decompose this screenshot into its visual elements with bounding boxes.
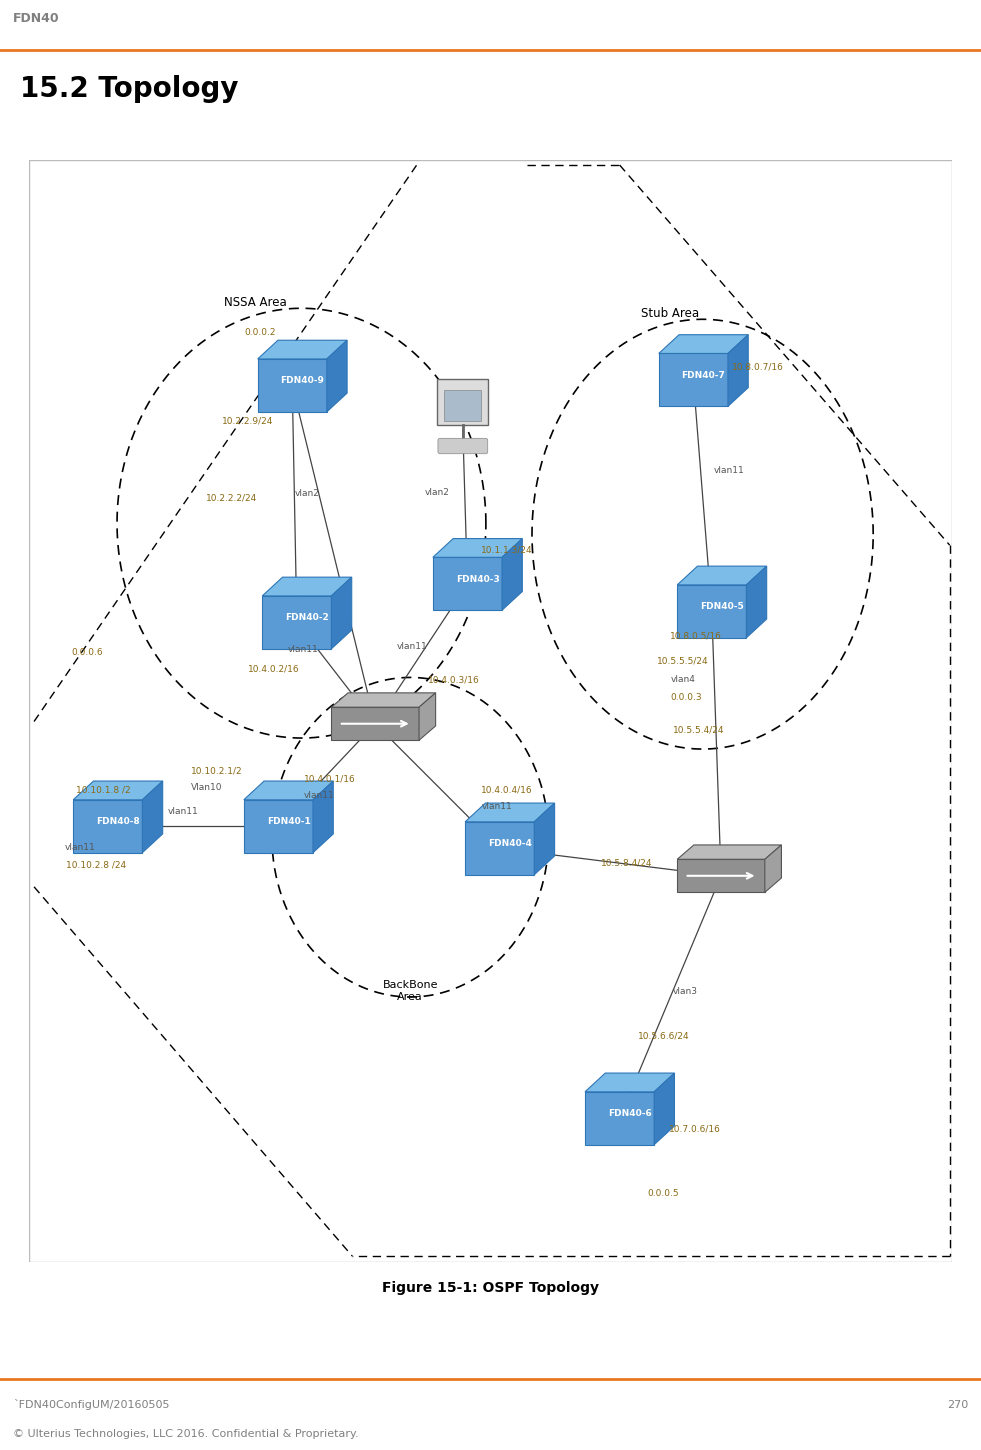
Text: vlan2: vlan2	[295, 489, 320, 497]
Polygon shape	[659, 354, 728, 406]
Polygon shape	[262, 577, 352, 596]
Polygon shape	[258, 360, 327, 412]
Text: 10.4.0.4/16: 10.4.0.4/16	[482, 786, 533, 795]
Polygon shape	[659, 335, 749, 354]
Text: 10.8.0.5/16: 10.8.0.5/16	[670, 631, 722, 639]
Text: vlan11: vlan11	[65, 842, 95, 851]
Polygon shape	[677, 566, 767, 584]
Text: 10.4.0.1/16: 10.4.0.1/16	[304, 774, 356, 783]
Text: 0.0.0.3: 0.0.0.3	[670, 693, 702, 702]
Text: vlan11: vlan11	[168, 808, 199, 816]
Polygon shape	[332, 693, 436, 708]
Polygon shape	[585, 1092, 654, 1144]
Text: 10.5.6.6/24: 10.5.6.6/24	[638, 1031, 690, 1040]
Text: © Ulterius Technologies, LLC 2016. Confidential & Proprietary.: © Ulterius Technologies, LLC 2016. Confi…	[13, 1430, 358, 1440]
Polygon shape	[677, 584, 747, 638]
Polygon shape	[142, 782, 163, 853]
Text: 10.4.0.3/16: 10.4.0.3/16	[428, 676, 480, 684]
Text: 270: 270	[947, 1399, 968, 1409]
Text: 0.0.0.5: 0.0.0.5	[647, 1189, 679, 1198]
Bar	[438, 378, 489, 425]
Polygon shape	[765, 845, 782, 892]
Text: 10.10.2.1/2: 10.10.2.1/2	[190, 767, 242, 776]
Text: vlan4: vlan4	[670, 676, 696, 684]
Polygon shape	[677, 845, 782, 860]
Polygon shape	[677, 860, 765, 892]
Polygon shape	[74, 800, 142, 853]
Text: FDN40-1: FDN40-1	[267, 816, 310, 826]
Text: 10.5.5.4/24: 10.5.5.4/24	[673, 726, 725, 735]
Polygon shape	[258, 341, 347, 360]
Text: 10.4.0.2/16: 10.4.0.2/16	[248, 664, 299, 673]
Text: 10.1.1.3/24: 10.1.1.3/24	[482, 545, 533, 554]
Text: vlan2: vlan2	[425, 487, 450, 497]
Text: FDN40-7: FDN40-7	[682, 371, 726, 380]
Text: NSSA Area: NSSA Area	[224, 296, 286, 309]
Text: FDN40-6: FDN40-6	[608, 1109, 651, 1118]
Polygon shape	[419, 693, 436, 741]
Text: Stub Area: Stub Area	[642, 307, 699, 320]
Text: 15.2 Topology: 15.2 Topology	[20, 75, 238, 103]
Polygon shape	[502, 538, 522, 610]
Text: 10.2.2.2/24: 10.2.2.2/24	[206, 493, 257, 502]
Polygon shape	[728, 335, 749, 406]
Text: vlan11: vlan11	[713, 465, 745, 474]
Text: FDN40-5: FDN40-5	[700, 602, 744, 610]
Text: 10.5.5.5/24: 10.5.5.5/24	[656, 657, 708, 666]
Polygon shape	[535, 803, 554, 874]
Text: 10.10.2.8 /24: 10.10.2.8 /24	[67, 860, 127, 870]
Polygon shape	[465, 822, 535, 874]
Bar	[444, 390, 482, 420]
Text: FDN40-3: FDN40-3	[456, 574, 499, 583]
Polygon shape	[244, 800, 313, 853]
Text: Figure 15-1: OSPF Topology: Figure 15-1: OSPF Topology	[382, 1282, 599, 1295]
Polygon shape	[654, 1073, 675, 1144]
Text: BackBone
Area: BackBone Area	[383, 980, 439, 1002]
Text: FDN40-4: FDN40-4	[488, 840, 532, 848]
Text: 10.7.0.6/16: 10.7.0.6/16	[668, 1125, 720, 1134]
Text: 10.8.0.7/16: 10.8.0.7/16	[732, 362, 784, 371]
Polygon shape	[433, 557, 502, 610]
Text: FDN40-2: FDN40-2	[285, 613, 329, 622]
Polygon shape	[747, 566, 767, 638]
Polygon shape	[262, 596, 332, 648]
Text: 0.0.0.6: 0.0.0.6	[71, 648, 103, 657]
Polygon shape	[433, 538, 522, 557]
Text: 0.0.0.2: 0.0.0.2	[244, 328, 276, 336]
Text: vlan11: vlan11	[482, 802, 512, 811]
Text: vlan11: vlan11	[287, 645, 318, 654]
Text: Vlan10: Vlan10	[190, 783, 223, 792]
Text: 10.10.1.8 /2: 10.10.1.8 /2	[76, 786, 130, 795]
Text: vlan3: vlan3	[673, 987, 698, 996]
Text: vlan11: vlan11	[304, 790, 335, 800]
Text: 10.5.8.4/24: 10.5.8.4/24	[601, 858, 652, 867]
Polygon shape	[244, 782, 334, 800]
Polygon shape	[313, 782, 334, 853]
Polygon shape	[74, 782, 163, 800]
Polygon shape	[585, 1073, 675, 1092]
Text: FDN40: FDN40	[13, 12, 60, 25]
Polygon shape	[332, 577, 352, 648]
Polygon shape	[465, 803, 554, 822]
FancyBboxPatch shape	[438, 438, 488, 454]
Text: 10.2.2.9/24: 10.2.2.9/24	[223, 416, 274, 425]
Text: FDN40-8: FDN40-8	[96, 816, 140, 826]
Text: FDN40-9: FDN40-9	[281, 376, 325, 386]
Text: `FDN40ConfigUM/20160505: `FDN40ConfigUM/20160505	[13, 1399, 170, 1411]
Polygon shape	[332, 708, 419, 741]
Polygon shape	[327, 341, 347, 412]
Text: vlan11: vlan11	[397, 642, 428, 651]
